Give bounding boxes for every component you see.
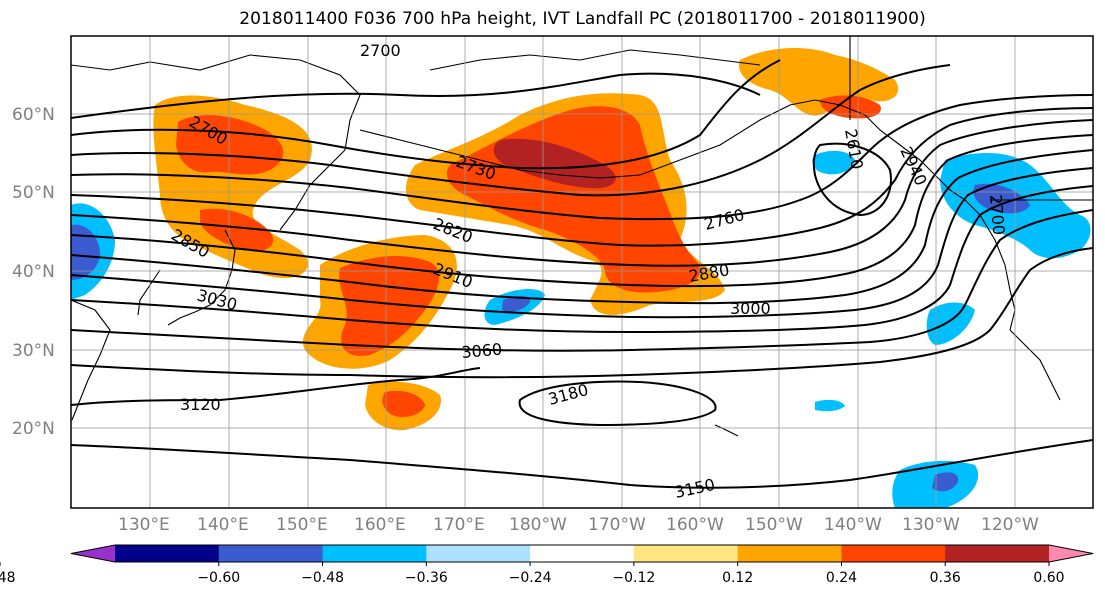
colorbar-segment [633,545,739,562]
coastline-asia [71,54,361,166]
ivt-positive-patch [493,138,616,189]
colorbar-tick-label: 0.48 [0,570,16,586]
map-frame [70,35,1094,509]
height-contour [71,107,1093,247]
lon-label: 170°W [588,515,646,535]
ivt-positive-patch [339,256,440,356]
lon-label: 160°W [666,515,724,535]
ivt-positive-patch [200,208,274,252]
height-contour [71,119,1093,267]
lat-label: 20°N [12,419,55,439]
height-contour [71,64,951,197]
colorbar-outline [70,544,1094,563]
height-contour [71,167,1093,319]
ivt-negative-patch [815,399,845,412]
contour-label: 3060 [461,340,503,362]
ivt-negative-patch [973,183,1030,214]
coastline-alaska-north [429,49,761,71]
height-contours [71,59,1093,489]
colorbar-segment [115,545,220,562]
colorbar-segment [322,545,427,562]
lon-label: 150°E [276,515,328,535]
colorbar-tick-label: 0.60 [1033,570,1064,586]
map-title: 2018011400 F036 700 hPa height, IVT Land… [239,9,926,29]
lon-label: 180°W [509,515,567,535]
colorbar-segment [945,545,1050,562]
height-contour [518,380,717,427]
coastline-korea [137,269,161,316]
contour-label: 3120 [180,395,221,414]
colorbar-tick-label: 0.24 [826,570,857,586]
lon-label: 140°W [824,515,882,535]
coastline-kamchatka [279,164,331,231]
colorbar-tick-label: −0.24 [509,570,552,586]
lat-label: 60°N [12,105,55,125]
colorbar-segment [530,545,635,562]
colorbar-tick-label: −0.60 [197,570,240,586]
longitude-labels: 130°E 140°E 150°E 160°E 170°E 180°W 170°… [118,515,1039,535]
colorbar-tick-label: −0.12 [612,570,655,586]
coastline-canada [864,114,951,191]
colorbar-extend-min [71,545,115,562]
lon-label: 130°E [118,515,170,535]
colorbar-segment [426,545,531,562]
lon-label: 170°E [433,515,485,535]
coastlines [71,36,1093,437]
colorbar: −0.60 −0.48 −0.36 −0.24 −0.12 0.12 0.24 0.36 0.4… [0,544,1094,586]
lat-label: 30°N [12,341,55,361]
height-contour [71,247,1093,379]
height-contour [71,209,1093,352]
ivt-negative-patch [812,150,855,175]
lon-label: 150°W [745,515,803,535]
lon-label: 130°W [902,515,960,535]
ivt-negative-patch [71,224,100,280]
colorbar-tick-label: 0.12 [722,570,753,586]
ivt-negative-patch [932,472,959,492]
coastline-usa-west [949,189,1016,331]
colorbar-ticks: −0.60 −0.48 −0.36 −0.24 −0.12 0.12 0.24 0.36 0.4… [0,562,1065,586]
lon-label: 140°E [197,515,249,535]
lon-label: 160°E [354,515,406,535]
coastline-baja [1009,329,1061,401]
height-contour [71,134,1093,288]
height-contour [71,185,1093,334]
colorbar-segments [70,544,1094,563]
latitude-labels: 60°N 50°N 40°N 30°N 20°N [12,105,55,439]
lat-label: 50°N [12,183,55,203]
contour-label: 2700 [986,194,1008,236]
colorbar-segment [737,545,842,562]
colorbar-tick-label: −0.36 [405,570,448,586]
height-contour [71,149,1093,305]
ivt-positive-patch [382,390,425,417]
height-contour [71,94,1093,221]
colorbar-segment [218,545,324,562]
height-contour [71,72,761,119]
colorbar-tick-label: −0.48 [301,570,344,586]
height-contour [71,367,481,406]
lat-label: 40°N [12,262,55,282]
contour-label: 2700 [360,41,401,60]
colorbar-segment [841,545,946,562]
coastline-alaska [639,99,866,176]
lon-label: 120°W [981,515,1039,535]
coastline-china [71,299,111,421]
height-contour [71,439,1093,489]
contour-label: 3000 [730,299,771,318]
ivt-negative-patch [926,302,975,345]
ivt-negative-patch [502,296,531,312]
coastline-hawaii [714,424,739,437]
height-contour [812,142,892,217]
coastline-aleutians [359,129,641,179]
height-contour [71,59,781,170]
colorbar-tick-label: 0.36 [930,570,961,586]
coastline-japan [167,229,236,326]
colorbar-extend-max [1049,545,1093,562]
